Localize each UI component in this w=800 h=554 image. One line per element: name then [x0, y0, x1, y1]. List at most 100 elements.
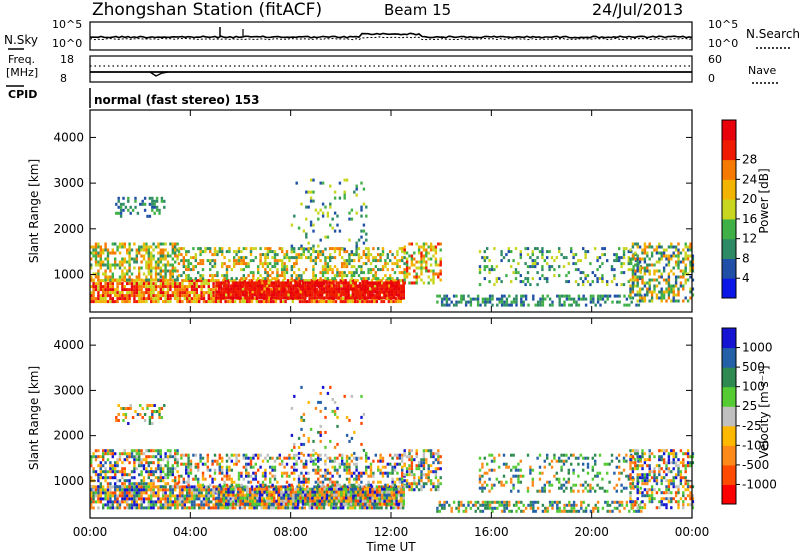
echo-cell: [150, 455, 153, 459]
echo-cell: [237, 471, 241, 475]
echo-cell: [584, 256, 587, 260]
echo-cell: [273, 496, 276, 500]
freq-panel: Freq. [MHz] 18 8 60 0 Nave: [6, 53, 780, 85]
echo-cell: [376, 284, 379, 288]
echo-cell: [502, 256, 506, 260]
echo-cell: [181, 488, 184, 492]
echo-cell: [142, 506, 146, 510]
echo-cell: [237, 453, 241, 457]
echo-cell: [500, 297, 504, 301]
echo-cell: [242, 256, 245, 260]
echo-cell: [263, 490, 266, 494]
echo-cell: [672, 272, 675, 276]
echo-cell: [242, 465, 245, 469]
echo-cell: [164, 291, 167, 295]
echo-cell: [328, 284, 331, 288]
echo-cell: [314, 274, 317, 278]
echo-cell: [166, 476, 170, 480]
echo-cell: [177, 477, 181, 481]
echo-cell: [273, 290, 276, 294]
echo-cell: [154, 245, 158, 249]
echo-cell: [293, 256, 296, 260]
echo-cell: [294, 499, 297, 503]
echo-cell: [536, 247, 539, 251]
echo-cell: [309, 220, 313, 224]
echo-cell: [313, 496, 317, 500]
echo-cell: [257, 453, 260, 457]
echo-cell: [271, 277, 274, 281]
echo-cell: [589, 262, 592, 266]
echo-cell: [658, 257, 661, 261]
echo-cell: [111, 263, 114, 267]
echo-cell: [229, 296, 233, 300]
echo-cell: [154, 470, 158, 474]
echo-cell: [143, 196, 147, 200]
echo-cell: [106, 506, 110, 510]
echo-cell: [195, 485, 198, 489]
echo-cell: [342, 297, 345, 301]
echo-cell: [677, 290, 680, 294]
echo-cell: [610, 268, 614, 272]
echo-cell: [133, 482, 136, 486]
echo-cell: [348, 253, 351, 257]
echo-cell: [121, 300, 124, 304]
echo-cell: [135, 300, 138, 304]
echo-cell: [282, 287, 285, 291]
echo-cell: [317, 256, 320, 260]
echo-cell: [367, 256, 370, 260]
echo-cell: [123, 272, 126, 276]
echo-cell: [176, 285, 179, 289]
echo-cell: [324, 268, 327, 272]
echo-cell: [320, 279, 323, 283]
echo-cell: [304, 493, 307, 497]
echo-cell: [326, 262, 329, 266]
echo-cell: [285, 499, 288, 503]
echo-cell: [348, 262, 351, 266]
echo-cell: [162, 485, 165, 489]
echo-cell: [216, 459, 219, 463]
echo-cell: [121, 470, 124, 474]
echo-cell: [109, 291, 112, 295]
echo-cell: [541, 297, 545, 301]
echo-cell: [240, 483, 243, 487]
echo-cell: [432, 245, 435, 249]
echo-cell: [138, 278, 141, 282]
echo-cell: [254, 462, 257, 466]
echo-cell: [326, 468, 329, 472]
echo-cell: [280, 290, 283, 294]
echo-cell: [400, 287, 403, 291]
echo-cell: [212, 503, 215, 507]
echo-cell: [437, 272, 440, 276]
echo-cell: [219, 497, 222, 501]
echo-cell: [200, 485, 203, 489]
echo-cell: [500, 250, 503, 254]
echo-cell: [106, 248, 110, 252]
echo-cell: [257, 277, 260, 281]
echo-cell: [306, 485, 309, 489]
echo-cell: [263, 296, 266, 300]
echo-cell: [201, 274, 205, 278]
echo-cell: [273, 265, 277, 269]
echo-cell: [343, 265, 346, 269]
echo-cell: [293, 477, 296, 481]
echo-cell: [369, 290, 372, 294]
echo-cell: [147, 251, 150, 255]
echo-cell: [162, 300, 165, 304]
echo-cell: [111, 452, 114, 456]
echo-cell: [187, 268, 190, 272]
echo-cell: [272, 503, 275, 507]
echo-cell: [391, 456, 394, 460]
echo-cell: [358, 300, 362, 304]
echo-cell: [413, 281, 416, 285]
echo-cell: [109, 503, 112, 507]
echo-cell: [321, 487, 324, 491]
echo-cell: [422, 245, 426, 249]
echo-cell: [345, 250, 349, 254]
freq-dip: [149, 71, 169, 77]
echo-cell: [345, 178, 349, 182]
echo-cell: [130, 452, 134, 456]
echo-cell: [177, 274, 181, 278]
echo-cell: [379, 456, 382, 460]
echo-cell: [271, 250, 274, 254]
echo-cell: [220, 490, 223, 494]
